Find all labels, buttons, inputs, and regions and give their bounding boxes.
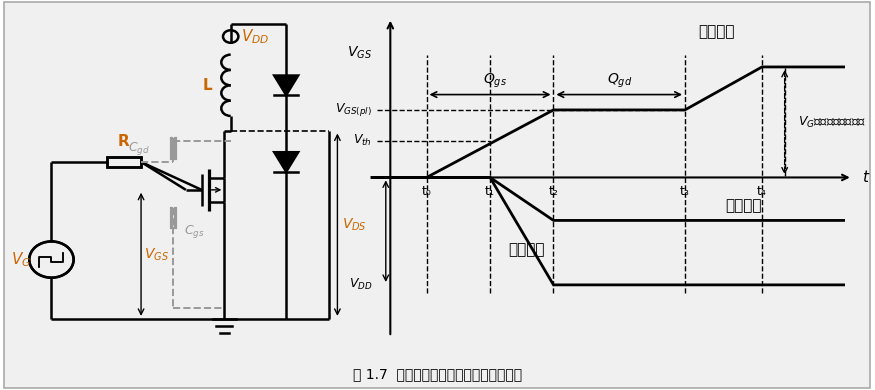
Text: t₃: t₃	[680, 185, 690, 198]
Text: $V_{GS}$: $V_{GS}$	[144, 246, 170, 262]
Bar	[107, 157, 141, 167]
Text: $V_{DS}$: $V_{DS}$	[341, 216, 367, 233]
Bar	[107, 157, 141, 167]
Text: $V_{GS}$: $V_{GS}$	[347, 44, 372, 61]
Text: t₄: t₄	[757, 185, 766, 198]
Text: $V_G$: $V_G$	[11, 250, 32, 269]
Text: 漏极电流: 漏极电流	[725, 198, 762, 213]
Polygon shape	[274, 152, 298, 172]
Text: t₀: t₀	[422, 185, 431, 198]
Text: 图 1.7  栅极充电电路和波形（电感负载）: 图 1.7 栅极充电电路和波形（电感负载）	[353, 367, 522, 381]
Text: $C_{gd}$: $C_{gd}$	[128, 140, 150, 156]
Text: t₂: t₂	[549, 185, 558, 198]
Text: $V_{GS(pl)}$: $V_{GS(pl)}$	[335, 101, 372, 119]
Text: $C_{gs}$: $C_{gs}$	[184, 223, 205, 240]
Text: 漏极电压: 漏极电压	[508, 242, 544, 257]
Text: $V_G$（栅极驱动电压）: $V_G$（栅极驱动电压）	[798, 115, 866, 130]
Text: 栅极电压: 栅极电压	[698, 24, 735, 39]
Text: $V_{th}$: $V_{th}$	[354, 133, 372, 148]
Text: $Q_{gs}$: $Q_{gs}$	[483, 72, 507, 90]
Text: R: R	[118, 134, 130, 149]
Text: $V_{DD}$: $V_{DD}$	[242, 27, 270, 46]
Text: $V_{DD}$: $V_{DD}$	[348, 277, 372, 292]
Text: L: L	[202, 78, 212, 93]
Polygon shape	[274, 76, 298, 95]
FancyBboxPatch shape	[4, 2, 870, 388]
Text: t₁: t₁	[485, 185, 495, 198]
Text: t: t	[862, 170, 868, 185]
Text: $Q_{gd}$: $Q_{gd}$	[606, 72, 632, 90]
